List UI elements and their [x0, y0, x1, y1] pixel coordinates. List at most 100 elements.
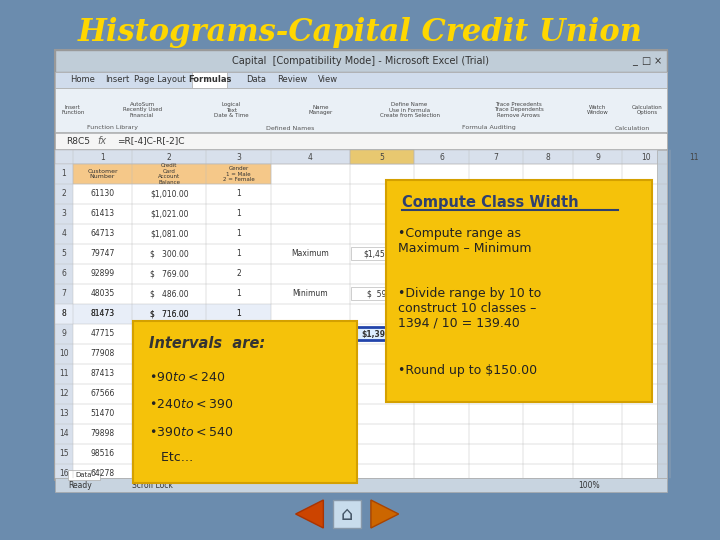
- Text: Histograms-Capital Credit Union: Histograms-Capital Credit Union: [78, 17, 642, 48]
- Text: AutoSum
Recently Used
Financial: AutoSum Recently Used Financial: [122, 102, 162, 118]
- FancyBboxPatch shape: [55, 150, 667, 478]
- Text: 1: 1: [236, 309, 241, 319]
- Text: 5: 5: [61, 249, 66, 259]
- Text: Calculation: Calculation: [615, 125, 650, 131]
- Text: 6: 6: [439, 152, 444, 161]
- Text: $: $: [167, 469, 172, 478]
- Text: Calculation
Options: Calculation Options: [632, 105, 662, 116]
- Text: Data: Data: [76, 472, 92, 478]
- Text: Function Library: Function Library: [87, 125, 138, 131]
- Text: 8: 8: [61, 309, 66, 319]
- Text: Formula Auditing: Formula Auditing: [462, 125, 516, 131]
- Text: $  59.00: $ 59.00: [366, 289, 398, 299]
- FancyBboxPatch shape: [55, 164, 73, 478]
- Text: 81473: 81473: [91, 309, 114, 319]
- Text: Compute Class Width: Compute Class Width: [402, 194, 578, 210]
- Text: Minimum: Minimum: [292, 289, 328, 299]
- Text: 92899: 92899: [91, 269, 114, 279]
- Text: 10: 10: [59, 349, 68, 359]
- Text: 77908: 77908: [90, 349, 114, 359]
- Text: □: □: [642, 56, 651, 66]
- Text: Home: Home: [71, 76, 95, 84]
- Text: 10: 10: [642, 152, 651, 161]
- Text: 47715: 47715: [90, 329, 114, 339]
- Text: 15: 15: [59, 449, 68, 458]
- FancyBboxPatch shape: [333, 500, 361, 528]
- Text: $   486.00: $ 486.00: [150, 289, 189, 299]
- Text: ×: ×: [654, 56, 662, 66]
- FancyBboxPatch shape: [68, 470, 99, 480]
- Text: Scroll Lock: Scroll Lock: [132, 481, 173, 489]
- Text: Range: Range: [298, 329, 323, 339]
- Text: 16: 16: [59, 469, 68, 478]
- FancyBboxPatch shape: [55, 72, 667, 88]
- Text: View: View: [318, 76, 338, 84]
- Text: 2: 2: [236, 269, 241, 279]
- Text: Watch
Window: Watch Window: [587, 105, 608, 116]
- Text: 3: 3: [61, 210, 66, 219]
- Text: 1: 1: [236, 190, 241, 199]
- Text: Page Layout: Page Layout: [134, 76, 186, 84]
- Text: 3: 3: [236, 152, 241, 161]
- Text: 11: 11: [59, 369, 68, 379]
- Text: 11: 11: [689, 152, 698, 161]
- Text: R8C5: R8C5: [66, 137, 90, 145]
- Text: 1: 1: [236, 249, 241, 259]
- Text: 1: 1: [236, 210, 241, 219]
- Text: •Compute range as
Maximum – Minimum: •Compute range as Maximum – Minimum: [397, 227, 531, 255]
- Text: Intervals  are:: Intervals are:: [149, 335, 265, 350]
- Text: 6: 6: [61, 269, 66, 279]
- Text: 1: 1: [61, 170, 66, 179]
- FancyBboxPatch shape: [350, 150, 415, 164]
- Text: •$90 to < $240: •$90 to < $240: [149, 371, 225, 384]
- Text: Etc…: Etc…: [149, 451, 193, 464]
- Text: $1,013.00: $1,013.00: [150, 329, 189, 339]
- Text: Insert
Function: Insert Function: [61, 105, 84, 116]
- Text: $: $: [167, 409, 172, 418]
- Text: •$390 to < $540: •$390 to < $540: [149, 426, 233, 439]
- Text: =R[-4]C-R[-2]C: =R[-4]C-R[-2]C: [117, 137, 185, 145]
- Text: 1: 1: [236, 329, 241, 339]
- FancyBboxPatch shape: [351, 287, 413, 300]
- Text: 12: 12: [59, 389, 68, 399]
- Text: 9: 9: [61, 329, 66, 339]
- Text: •Divide range by 10 to
construct 10 classes –
1394 / 10 = 139.40: •Divide range by 10 to construct 10 clas…: [397, 287, 541, 330]
- Text: $1,021.00: $1,021.00: [150, 210, 189, 219]
- FancyBboxPatch shape: [351, 327, 413, 340]
- Text: 79898: 79898: [91, 429, 114, 438]
- FancyBboxPatch shape: [55, 88, 667, 132]
- FancyBboxPatch shape: [192, 72, 228, 88]
- Text: 64713: 64713: [90, 230, 114, 239]
- Text: Formulas: Formulas: [188, 76, 231, 84]
- Text: Gender
1 = Male
2 = Female: Gender 1 = Male 2 = Female: [222, 166, 255, 183]
- FancyBboxPatch shape: [133, 321, 357, 483]
- Text: $   769.00: $ 769.00: [150, 269, 189, 279]
- Text: 1: 1: [236, 230, 241, 239]
- Text: 61413: 61413: [91, 210, 114, 219]
- Text: Data: Data: [246, 76, 266, 84]
- Text: •$240 to < $390: •$240 to < $390: [149, 398, 233, 411]
- Text: 8: 8: [61, 309, 66, 319]
- Text: fx: fx: [97, 136, 107, 146]
- Text: $1,453.00: $1,453.00: [363, 249, 402, 259]
- FancyBboxPatch shape: [55, 304, 271, 324]
- Text: 8: 8: [546, 152, 551, 161]
- Text: $   300.00: $ 300.00: [150, 249, 189, 259]
- Text: $   716.00: $ 716.00: [150, 309, 189, 319]
- Polygon shape: [296, 500, 323, 528]
- Text: 51470: 51470: [90, 409, 114, 418]
- Text: 2: 2: [167, 152, 171, 161]
- Text: $1,394.00: $1,394.00: [361, 329, 404, 339]
- Text: Credit
Card
Account
Balance: Credit Card Account Balance: [158, 163, 181, 185]
- Text: Review: Review: [277, 76, 307, 84]
- FancyBboxPatch shape: [55, 72, 667, 132]
- FancyBboxPatch shape: [55, 150, 667, 164]
- Polygon shape: [371, 500, 399, 528]
- FancyBboxPatch shape: [55, 50, 667, 72]
- Text: $1: $1: [165, 369, 174, 379]
- Text: ⌂: ⌂: [341, 504, 354, 523]
- Text: $1: $1: [165, 449, 174, 458]
- Text: 100%: 100%: [578, 481, 600, 489]
- Text: 48035: 48035: [90, 289, 114, 299]
- Text: 2: 2: [61, 190, 66, 199]
